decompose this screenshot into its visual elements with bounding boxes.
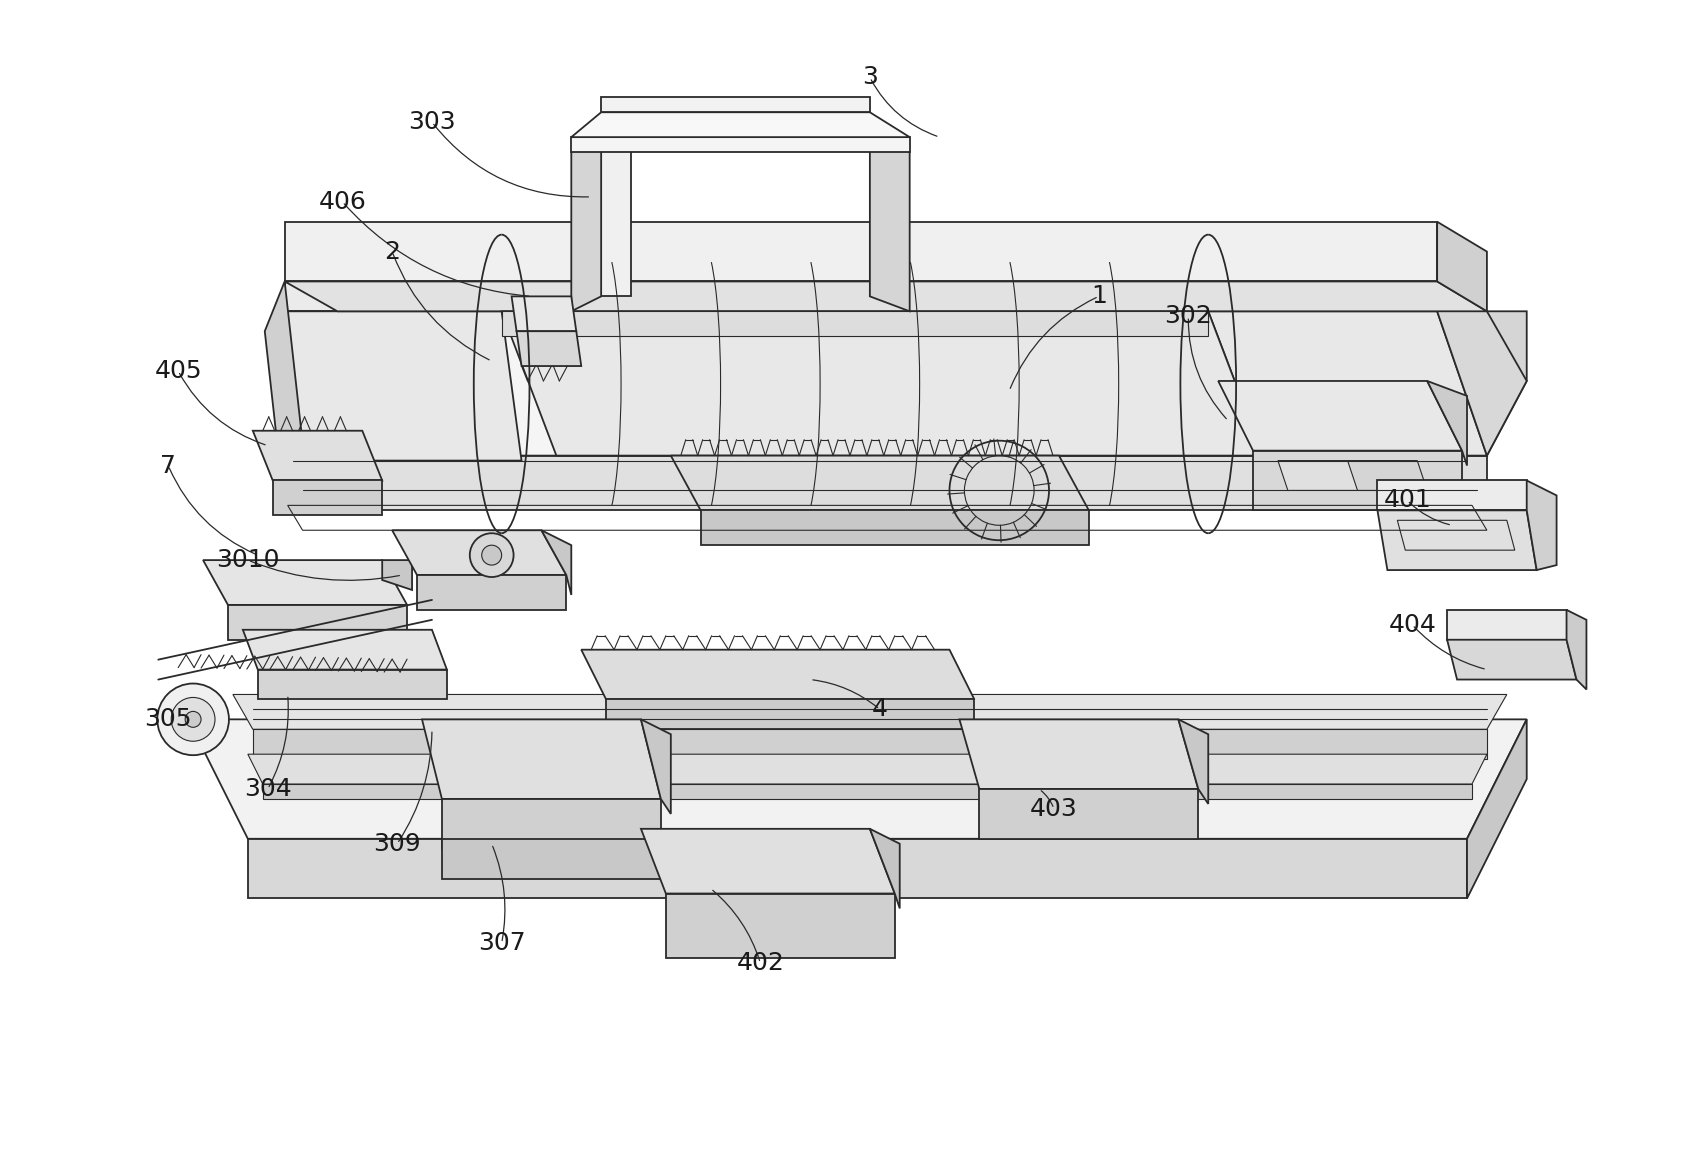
Polygon shape bbox=[571, 138, 602, 312]
Polygon shape bbox=[258, 670, 447, 699]
Polygon shape bbox=[263, 784, 1473, 799]
Polygon shape bbox=[701, 510, 1089, 545]
Circle shape bbox=[157, 684, 229, 755]
Text: 4: 4 bbox=[871, 698, 888, 721]
Polygon shape bbox=[1468, 719, 1527, 899]
Polygon shape bbox=[1527, 481, 1557, 569]
Text: 3010: 3010 bbox=[216, 548, 280, 572]
Polygon shape bbox=[1437, 222, 1486, 312]
Polygon shape bbox=[502, 312, 1264, 455]
Circle shape bbox=[482, 545, 502, 565]
Text: 305: 305 bbox=[145, 707, 192, 732]
Polygon shape bbox=[265, 281, 305, 510]
Polygon shape bbox=[571, 138, 910, 152]
Polygon shape bbox=[602, 97, 869, 112]
Polygon shape bbox=[666, 894, 895, 958]
Text: 2: 2 bbox=[384, 239, 399, 264]
Polygon shape bbox=[1254, 450, 1463, 510]
Polygon shape bbox=[869, 138, 910, 312]
Polygon shape bbox=[1208, 281, 1437, 312]
Polygon shape bbox=[243, 630, 447, 670]
Polygon shape bbox=[517, 331, 581, 366]
Polygon shape bbox=[253, 431, 382, 481]
Polygon shape bbox=[1277, 461, 1407, 490]
Polygon shape bbox=[1447, 610, 1567, 640]
Polygon shape bbox=[441, 839, 661, 879]
Polygon shape bbox=[1348, 461, 1427, 490]
Text: 302: 302 bbox=[1164, 305, 1212, 328]
Polygon shape bbox=[441, 799, 661, 848]
Polygon shape bbox=[869, 138, 900, 296]
Text: 404: 404 bbox=[1388, 613, 1436, 637]
Polygon shape bbox=[248, 839, 1468, 899]
Text: 304: 304 bbox=[244, 777, 292, 801]
Polygon shape bbox=[671, 455, 1089, 510]
Polygon shape bbox=[1218, 380, 1463, 450]
Polygon shape bbox=[248, 754, 1486, 784]
Polygon shape bbox=[607, 699, 974, 729]
Polygon shape bbox=[189, 719, 1527, 839]
Polygon shape bbox=[1437, 312, 1527, 455]
Text: 1: 1 bbox=[1090, 285, 1107, 308]
Polygon shape bbox=[602, 138, 630, 296]
Text: 7: 7 bbox=[160, 454, 177, 477]
Polygon shape bbox=[273, 481, 382, 516]
Polygon shape bbox=[393, 530, 566, 575]
Polygon shape bbox=[1377, 481, 1527, 510]
Polygon shape bbox=[421, 719, 661, 799]
Circle shape bbox=[470, 533, 514, 576]
Polygon shape bbox=[541, 530, 571, 595]
Text: 3: 3 bbox=[863, 65, 878, 90]
Text: 406: 406 bbox=[318, 190, 366, 214]
Polygon shape bbox=[416, 575, 566, 610]
Polygon shape bbox=[283, 312, 1486, 455]
Polygon shape bbox=[640, 719, 671, 813]
Polygon shape bbox=[979, 789, 1198, 839]
Text: 405: 405 bbox=[155, 359, 202, 383]
Polygon shape bbox=[1178, 719, 1208, 804]
Text: 307: 307 bbox=[479, 931, 526, 956]
Polygon shape bbox=[233, 694, 1506, 729]
Polygon shape bbox=[1437, 281, 1527, 455]
Polygon shape bbox=[337, 455, 1486, 510]
Polygon shape bbox=[581, 650, 974, 699]
Polygon shape bbox=[1377, 510, 1537, 569]
Polygon shape bbox=[285, 281, 1486, 312]
Circle shape bbox=[185, 712, 201, 727]
Polygon shape bbox=[285, 312, 522, 461]
Polygon shape bbox=[253, 729, 1486, 760]
Polygon shape bbox=[512, 296, 576, 331]
Polygon shape bbox=[1427, 380, 1468, 466]
Polygon shape bbox=[1567, 610, 1587, 690]
Polygon shape bbox=[571, 112, 910, 138]
Polygon shape bbox=[640, 829, 895, 894]
Text: 309: 309 bbox=[374, 832, 421, 855]
Text: 403: 403 bbox=[1030, 797, 1078, 820]
Text: 402: 402 bbox=[736, 951, 784, 976]
Polygon shape bbox=[227, 605, 408, 640]
Polygon shape bbox=[204, 560, 408, 605]
Text: 303: 303 bbox=[408, 110, 455, 134]
Polygon shape bbox=[285, 222, 1437, 281]
Polygon shape bbox=[1447, 640, 1577, 679]
Polygon shape bbox=[959, 719, 1198, 789]
Polygon shape bbox=[382, 560, 413, 591]
Text: 401: 401 bbox=[1383, 489, 1431, 512]
Polygon shape bbox=[285, 281, 502, 312]
Polygon shape bbox=[502, 312, 1208, 336]
Circle shape bbox=[172, 698, 216, 741]
Polygon shape bbox=[1208, 312, 1486, 455]
Polygon shape bbox=[869, 829, 900, 908]
